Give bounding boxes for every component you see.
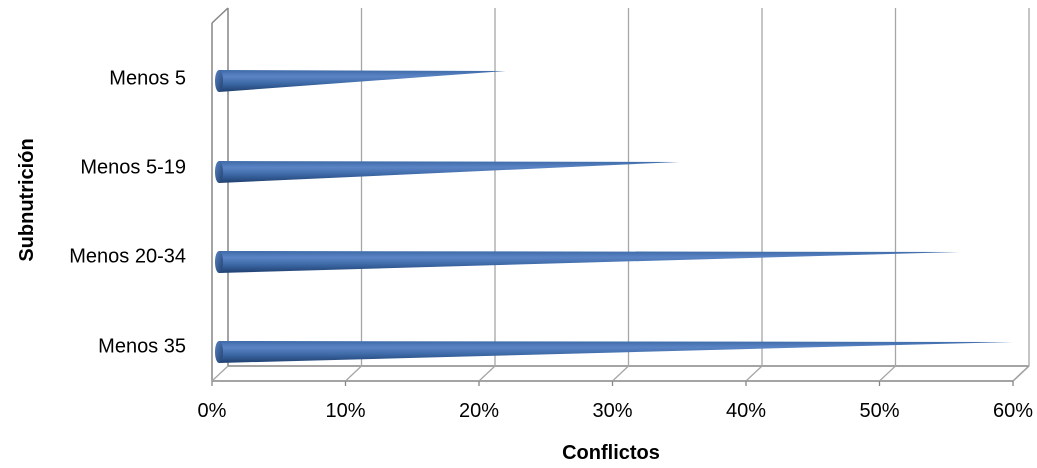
x-axis-title: Conflictos [562, 442, 660, 464]
y-tick-label: Menos 5-19 [80, 156, 186, 178]
x-tick-label: 20% [459, 400, 499, 422]
x-tick-label: 30% [592, 400, 632, 422]
x-tick-label: 0% [198, 400, 227, 422]
y-tick-label: Menos 35 [98, 335, 186, 357]
x-tick-label: 60% [993, 400, 1033, 422]
y-tick-label: Menos 5 [109, 67, 186, 89]
cone-bar [219, 251, 960, 273]
x-tick-label: 10% [325, 400, 365, 422]
x-tick-label: 50% [859, 400, 899, 422]
floor-tick-line [745, 365, 763, 382]
x-tick-label: 40% [726, 400, 766, 422]
floor-tick-line [211, 365, 229, 382]
cone-bar-base [215, 341, 223, 363]
cone-bar [219, 70, 506, 92]
floor-tick-line [345, 365, 362, 382]
cone-bar-base [215, 70, 223, 92]
cone-bar-base [215, 251, 223, 273]
floor-tick-line [1012, 365, 1030, 382]
cone-bar [219, 341, 1013, 363]
floor-tick-line [879, 365, 896, 382]
cone-bar [219, 161, 680, 183]
gridlines [211, 8, 1030, 386]
chart-frame [211, 7, 1030, 382]
cone-bar-base [215, 161, 223, 183]
y-axis-title: Subnutrición [16, 138, 38, 261]
floor-tick-line [478, 365, 496, 382]
floor-tick-line [612, 365, 629, 382]
y-tick-label: Menos 20-34 [69, 245, 186, 267]
bars [215, 70, 1013, 363]
left-wall-top-edge [211, 7, 229, 24]
y-tick-labels: Menos 5 Menos 5-19 Menos 20-34 Menos 35 [69, 67, 186, 357]
x-tick-labels: 0% 10% 20% 30% 40% 50% 60% [198, 400, 1034, 422]
